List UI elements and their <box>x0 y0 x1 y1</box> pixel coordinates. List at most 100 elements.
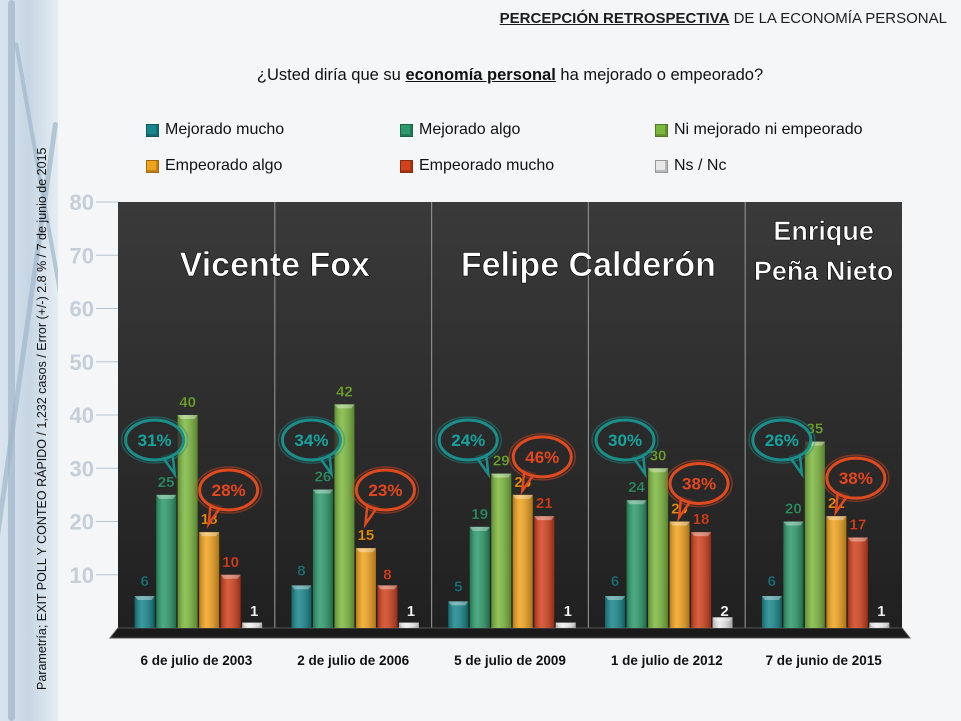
bar-top <box>491 473 512 478</box>
speech-bubble <box>437 418 499 462</box>
speech-bubble <box>594 418 656 462</box>
question-emphasis: economía personal <box>405 66 556 84</box>
page-title-rest: DE LA ECONOMÍA PERSONAL <box>729 10 947 27</box>
bar-shading <box>847 537 868 628</box>
bar-value-label: 20 <box>785 501 802 518</box>
y-tick-label: 20 <box>70 510 94 535</box>
page-title: PERCEPCIÓN RETROSPECTIVA DE LA ECONOMÍA … <box>500 10 947 27</box>
speech-bubble <box>354 468 416 512</box>
bar-value-label: 25 <box>158 474 175 491</box>
bar-top <box>605 596 626 601</box>
question-post: ha mejorado o empeorado? <box>555 66 764 84</box>
bar-top <box>398 622 419 627</box>
bar-value-label: 6 <box>768 573 776 590</box>
bar-top <box>648 468 669 473</box>
bar-top <box>869 622 890 627</box>
bar-top <box>783 521 804 526</box>
bar-top <box>847 537 868 542</box>
bar-value-label: 1 <box>877 603 885 620</box>
chart-floor <box>108 627 912 639</box>
bar-shading <box>534 516 555 628</box>
bar-top <box>626 500 647 505</box>
y-tick-label: 80 <box>70 190 94 215</box>
category-label: 2 de julio de 2006 <box>297 653 409 668</box>
bar-value-label: 19 <box>471 506 488 523</box>
speech-bubble <box>825 456 887 500</box>
bar-value-label: 6 <box>140 573 148 590</box>
bar-shading <box>242 622 263 628</box>
bar-top <box>220 574 241 579</box>
survey-question: ¿Usted diría que su economía personal ha… <box>180 66 840 85</box>
page-title-emphasis: PERCEPCIÓN RETROSPECTIVA <box>499 10 730 27</box>
bar-shading <box>712 617 733 628</box>
bar-shading <box>134 596 155 628</box>
y-tick-label: 70 <box>70 243 94 268</box>
bar-shading <box>199 532 220 628</box>
bar-value-label: 15 <box>358 527 375 544</box>
speech-bubble-glow <box>434 416 502 464</box>
speech-bubble <box>124 418 186 462</box>
bar-value-label: 1 <box>407 603 415 620</box>
bar-top <box>761 596 782 601</box>
speech-bubble-glow <box>194 466 263 514</box>
speech-bubble-glow <box>748 416 816 464</box>
bar-value-label: 1 <box>250 603 258 620</box>
annotation-label: 30% <box>608 431 642 450</box>
decorative-side-panel <box>0 0 58 721</box>
speech-bubble-glow <box>277 416 346 464</box>
period-title: Felipe Calderón <box>461 246 716 284</box>
speech-bubble-glow <box>120 416 189 464</box>
period-title-line: Peña Nieto <box>754 256 894 286</box>
bar-top <box>469 526 490 531</box>
bar-shading <box>448 601 469 628</box>
bar-value-label: 24 <box>628 479 645 496</box>
bar-top <box>712 617 733 622</box>
bar-value-label: 5 <box>454 578 462 595</box>
category-label: 7 de junio de 2015 <box>765 653 882 668</box>
bar-top <box>691 532 712 537</box>
bar-shading <box>398 622 419 628</box>
bar-top <box>448 601 469 606</box>
bar-shading <box>669 521 690 628</box>
bar-value-label: 8 <box>297 562 305 579</box>
bar-top <box>242 622 263 627</box>
bar-shading <box>312 489 333 628</box>
bar-top <box>134 596 155 601</box>
bar-top <box>291 585 312 590</box>
bar-top <box>669 521 690 526</box>
annotation-label: 28% <box>212 481 246 500</box>
bar-shading <box>334 404 355 628</box>
y-tick-label: 50 <box>70 350 94 375</box>
bar-value-label: 40 <box>179 394 196 411</box>
speech-bubble-glow <box>508 433 576 481</box>
bar-value-label: 17 <box>850 516 867 533</box>
speech-bubble <box>668 462 730 505</box>
category-label: 5 de julio de 2009 <box>454 653 566 668</box>
annotation-label: 24% <box>451 431 485 450</box>
bar-shading <box>469 526 490 628</box>
bar-value-label: 1 <box>564 603 572 620</box>
bar-value-label: 6 <box>611 573 619 590</box>
bar-shading <box>491 473 512 628</box>
bar-top <box>555 622 576 627</box>
bar-shading <box>512 494 533 628</box>
bar-value-label: 8 <box>383 566 391 583</box>
bar-shading <box>555 622 576 628</box>
bar-top <box>199 532 220 537</box>
bar-top <box>377 585 398 590</box>
annotation-label: 31% <box>138 431 172 450</box>
bar-shading <box>761 596 782 628</box>
bar-shading <box>648 468 669 628</box>
bar-value-label: 29 <box>493 453 510 470</box>
annotation-label: 46% <box>525 448 559 467</box>
bar-value-label: 2 <box>720 603 728 620</box>
bar-top <box>512 494 533 499</box>
category-label: 6 de julio de 2003 <box>141 653 253 668</box>
speech-bubble <box>198 468 260 512</box>
bar-shading <box>691 532 712 628</box>
bar-shading <box>626 500 647 628</box>
bar-shading <box>220 574 241 628</box>
bar-value-label: 21 <box>536 495 553 512</box>
period-title: Vicente Fox <box>180 246 370 284</box>
